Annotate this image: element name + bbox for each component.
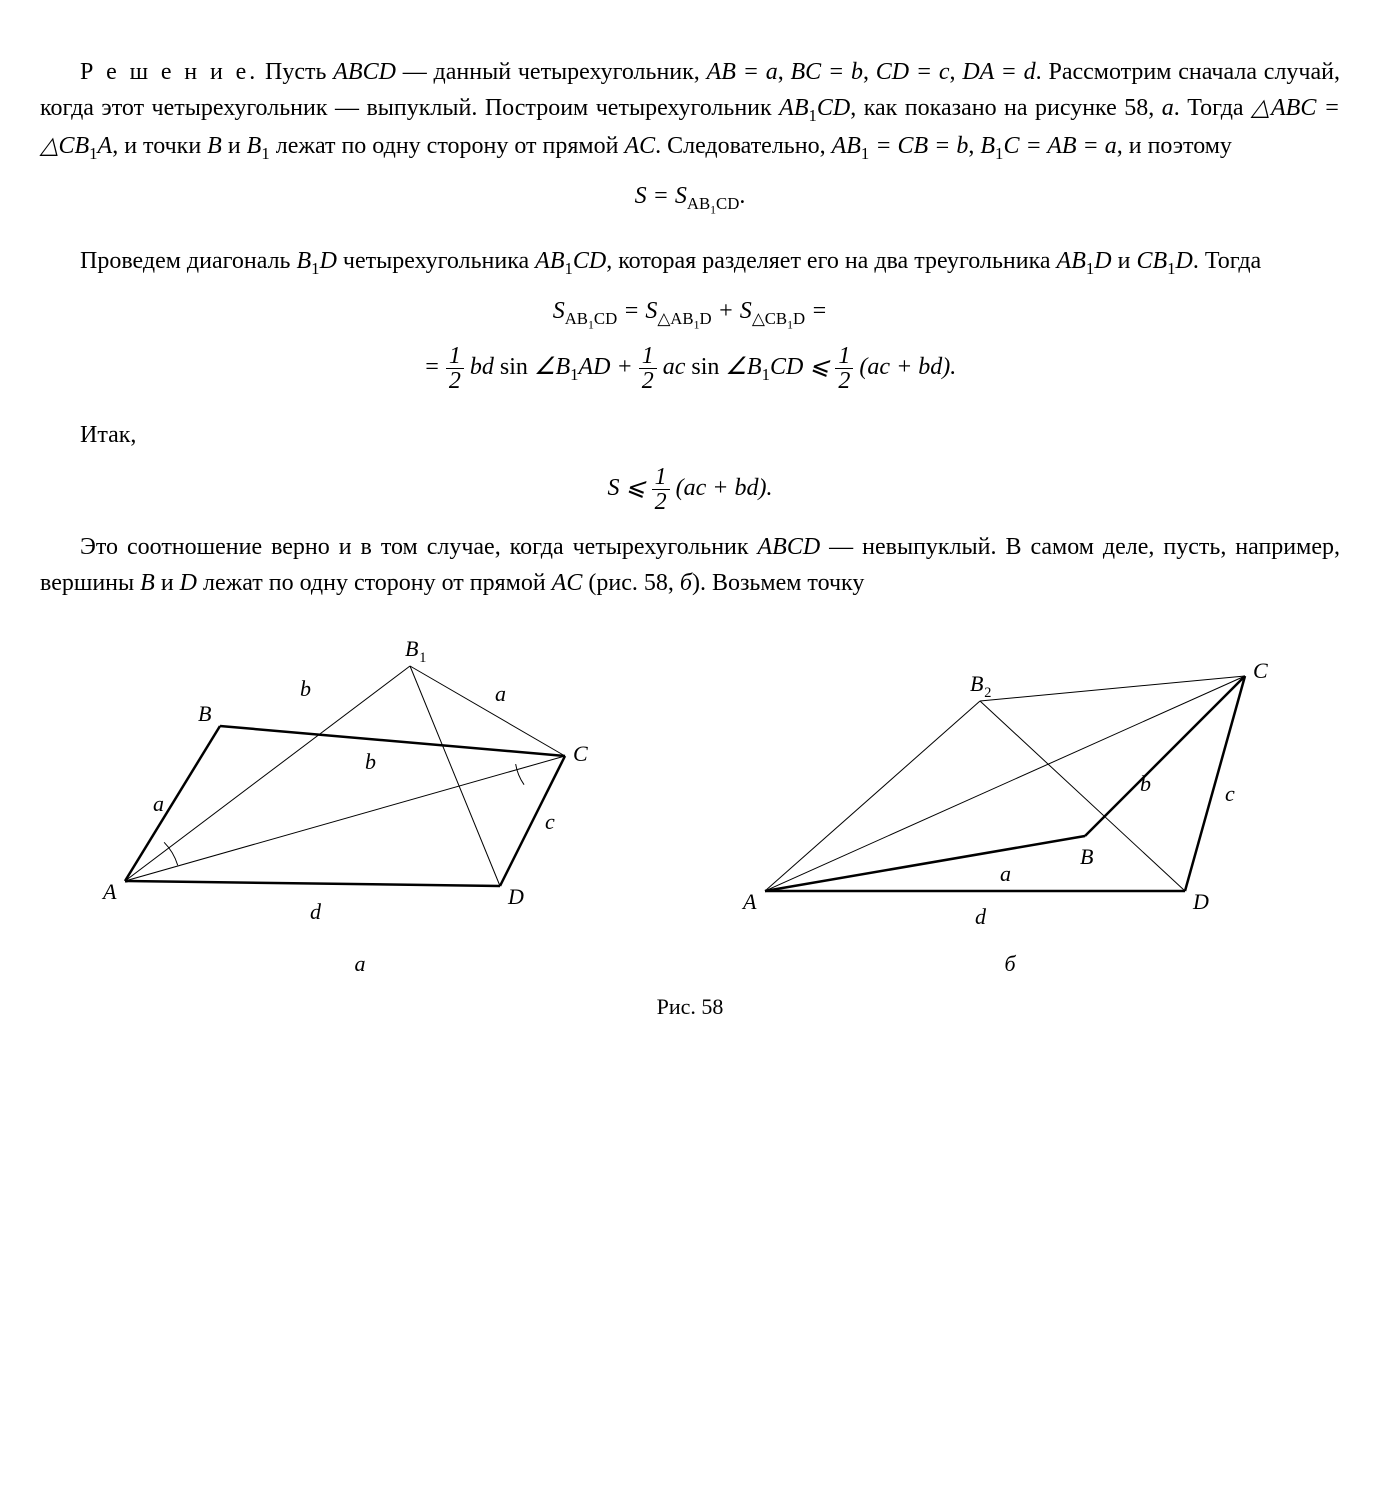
math: CD = c <box>876 59 950 85</box>
figure-caption: Рис. 58 <box>40 990 1340 1023</box>
math: D <box>180 570 197 596</box>
math: B <box>140 570 155 596</box>
itak-label: Итак, <box>40 417 1340 453</box>
svg-text:c: c <box>1225 781 1235 806</box>
math: DA = d <box>962 59 1035 85</box>
svg-text:A: A <box>101 879 117 904</box>
svg-text:b: b <box>300 676 311 701</box>
math: BC = b <box>791 59 863 85</box>
svg-text:D: D <box>507 884 524 909</box>
text: и <box>222 133 247 159</box>
text: . Следовательно, <box>655 133 831 159</box>
fig-ref-a: а <box>1162 95 1174 121</box>
formula-area-sum: SAB1CD = S△AB1D + S△CB1D = = 12 bd sin ∠… <box>40 293 1340 393</box>
diagram-a: ABB1CDabbacd <box>85 621 635 931</box>
figure-container: ABB1CDabbacd а AB2CBDabcd б <box>40 621 1340 980</box>
solution-paragraph-1: Р е ш е н и е. Пусть ABCD — данный четыр… <box>40 54 1340 166</box>
paragraph-2: Проведем диагональ B1D четырехугольника … <box>40 243 1340 281</box>
figure-right: AB2CBDabcd б <box>725 621 1295 980</box>
svg-text:C: C <box>573 741 588 766</box>
math: AC <box>552 570 583 596</box>
svg-text:d: d <box>975 904 987 929</box>
svg-text:c: c <box>545 809 555 834</box>
fig-ref: б <box>680 570 692 596</box>
text: , и точки <box>112 133 207 159</box>
formula-s-equals: S = SAB1CD. <box>40 178 1340 219</box>
diagram-b: AB2CBDabcd <box>725 621 1295 931</box>
text: Проведем диагональ <box>80 248 297 274</box>
paragraph-3: Это соотношение верно и в том случае, ко… <box>40 529 1340 601</box>
text: и <box>1112 248 1137 274</box>
text: лежат по одну сторону от прямой <box>197 570 552 596</box>
math: AB1D <box>1057 248 1112 274</box>
text: , которая разделяет его на два треугольн… <box>606 248 1056 274</box>
math: B1D <box>297 248 337 274</box>
svg-text:B: B <box>405 636 418 661</box>
math: AB1 = CB = b <box>832 133 969 159</box>
svg-text:D: D <box>1192 889 1209 914</box>
math: B1 <box>247 133 270 159</box>
text: четырехугольника <box>337 248 535 274</box>
math: AB1CD <box>535 248 606 274</box>
text: и <box>155 570 180 596</box>
math: AB = a <box>707 59 778 85</box>
svg-text:B: B <box>1080 844 1093 869</box>
math: AC <box>624 133 655 159</box>
text: ). Возьмем точку <box>692 570 864 596</box>
text: лежат по одну сторону от прямой <box>270 133 625 159</box>
subcaption-b: б <box>725 947 1295 980</box>
svg-text:1: 1 <box>419 650 426 666</box>
formula-line-1: SAB1CD = S△AB1D + S△CB1D = <box>40 293 1340 334</box>
svg-text:a: a <box>1000 861 1011 886</box>
text: . Тогда <box>1174 95 1251 121</box>
svg-text:B: B <box>198 701 211 726</box>
svg-text:2: 2 <box>984 685 991 701</box>
math-abcd: ABCD <box>333 59 396 85</box>
math: CB1D <box>1136 248 1192 274</box>
math: B <box>207 133 222 159</box>
text: (рис. 58, <box>582 570 680 596</box>
formula-inequality: S ⩽ 12 (ac + bd). <box>40 465 1340 514</box>
svg-text:a: a <box>495 681 506 706</box>
text: . Тогда <box>1193 248 1261 274</box>
formula-line-2: = 12 bd sin ∠B1AD + 12 ac sin ∠B1CD ⩽ 12… <box>40 344 1340 393</box>
text: — данный четырехугольник, <box>396 59 707 85</box>
text: , и поэтому <box>1117 133 1232 159</box>
math: B1C = AB = a <box>980 133 1116 159</box>
svg-text:a: a <box>153 791 164 816</box>
text: Это соотношение верно и в том случае, ко… <box>80 534 758 560</box>
text: Пусть <box>265 59 333 85</box>
text: , как показано на рисунке 58, <box>850 95 1162 121</box>
svg-text:d: d <box>310 899 322 924</box>
svg-text:A: A <box>741 889 757 914</box>
math: AB1CD <box>779 95 850 121</box>
math: ABCD <box>758 534 821 560</box>
figure-left: ABB1CDabbacd а <box>85 621 635 980</box>
svg-text:b: b <box>365 749 376 774</box>
svg-text:b: b <box>1140 771 1151 796</box>
svg-text:B: B <box>970 671 983 696</box>
solution-label: Р е ш е н и е. <box>80 59 258 85</box>
subcaption-a: а <box>85 947 635 980</box>
svg-text:C: C <box>1253 658 1268 683</box>
